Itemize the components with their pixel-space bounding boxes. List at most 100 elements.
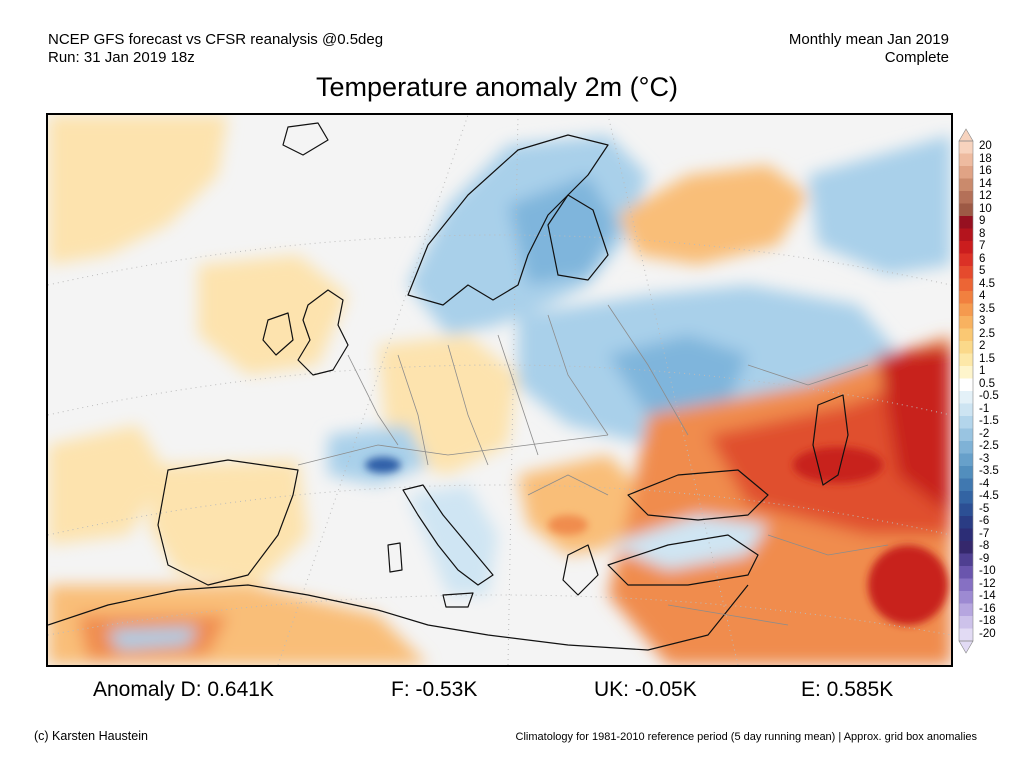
colorbar-cell [959, 353, 973, 367]
colorbar-cell [959, 603, 973, 617]
colorbar-cell [959, 203, 973, 217]
alps-cold-core [365, 457, 401, 473]
colorbar-label: 8 [979, 227, 986, 240]
colorbar-label: 4 [979, 290, 986, 302]
colorbar-cell [959, 578, 973, 592]
atlantic-warm-west [48, 115, 228, 265]
colorbar-label: -18 [979, 615, 996, 627]
colorbar-label: 1 [979, 365, 986, 377]
colorbar-label: -14 [979, 590, 996, 602]
colorbar-cell [959, 316, 973, 329]
colorbar-cell [959, 528, 973, 542]
colorbar-label: 2 [979, 340, 986, 352]
colorbar-upper-arrow [958, 128, 974, 142]
coastline-finland [547, 194, 609, 281]
colorbar-label: -5 [979, 502, 990, 515]
colorbar-cell [959, 541, 973, 554]
colorbar-cell [959, 391, 973, 404]
colorbar-cell [959, 303, 973, 317]
colorbar-label: -10 [979, 565, 996, 577]
atlantic-warm-mid [198, 255, 348, 375]
coastline-italy [402, 484, 494, 586]
border-line [297, 434, 609, 466]
border-line [767, 534, 889, 556]
finland-cold-core [508, 175, 618, 285]
coastline-ireland [262, 312, 294, 356]
kazakh-hot [878, 345, 951, 515]
colorbar-cell [959, 253, 973, 267]
colorbar-label: 3 [979, 315, 986, 327]
colorbar-label: 20 [979, 140, 992, 152]
colorbar-label: -4.5 [979, 490, 999, 502]
border-line [607, 304, 689, 436]
colorbar-labels: 20 18 16 14 12 10 9 8 7 6 5 4.5 4 3.5 3 2.5 2 1.5 1 0.5 -0.5… [979, 0, 1024, 768]
colorbar-cell [959, 228, 973, 242]
colorbar-label: -9 [979, 552, 990, 565]
colorbar-label: 1.5 [979, 352, 995, 365]
balkans-warm [518, 455, 648, 555]
colorbar-label: 4.5 [979, 277, 995, 290]
russia-warm-band [618, 165, 808, 265]
colorbar-cell [959, 516, 973, 529]
anomaly-shading [48, 115, 951, 665]
colorbar-label: 0.5 [979, 377, 995, 390]
coastline-iceland [282, 122, 329, 156]
colorbar-label: -1 [979, 402, 990, 415]
colorbar-label: 7 [979, 240, 986, 252]
stats-row: Anomaly D: 0.641K F: -0.53K UK: -0.05K E… [0, 678, 1024, 708]
graticule [48, 115, 951, 665]
colorbar-cell [959, 428, 973, 442]
colorbar-cell [959, 628, 973, 642]
colorbar-cell [959, 453, 973, 467]
colorbar-cell [959, 503, 973, 517]
colorbar-lower-arrow [958, 640, 974, 654]
colorbar-label: -3 [979, 452, 990, 465]
colorbar-cell [959, 153, 973, 167]
colorbar-label: 14 [979, 177, 992, 190]
colorbar-frame [958, 140, 974, 642]
colorbar-cell [959, 366, 973, 379]
border-line [447, 344, 489, 466]
colorbar-label: 3.5 [979, 302, 995, 315]
coastlines [48, 122, 849, 651]
anomaly-uk: UK: -0.05K [594, 678, 697, 701]
coastline-black-sea [627, 469, 769, 521]
coastline-iberia [157, 459, 299, 586]
coastline-sardinia [387, 542, 403, 573]
anomaly-france: F: -0.53K [391, 678, 478, 701]
graticule-line [607, 115, 739, 665]
colorbar-label: 2.5 [979, 327, 995, 340]
colorbar-label: 12 [979, 190, 992, 202]
anomaly-germany: Anomaly D: 0.641K [93, 678, 274, 701]
copyright-footer: (c) Karsten Haustein [34, 729, 148, 743]
status-label: Complete [884, 49, 949, 66]
colorbar-cell [959, 216, 973, 229]
coastline-caspian [812, 394, 849, 486]
colorbar-cell [959, 403, 973, 417]
climatology-footer: Climatology for 1981-2010 reference peri… [515, 731, 977, 743]
balkans-hot-spot [548, 515, 588, 535]
colorbar-cell [959, 178, 973, 192]
colorbar-cell [959, 441, 973, 454]
anomaly-england: E: 0.585K [801, 678, 894, 701]
iberia-warm [148, 460, 308, 585]
alps-cold [328, 425, 428, 485]
colorbar-label: 10 [979, 202, 992, 215]
colorbar-cell [959, 166, 973, 179]
border-line [497, 334, 539, 456]
border-line [667, 604, 789, 626]
ural-cold [808, 135, 951, 275]
colorbar-label: -8 [979, 540, 990, 552]
colorbar-cell [959, 278, 973, 292]
colorbar [958, 128, 974, 654]
colorbar-label: -3.5 [979, 465, 999, 477]
colorbar-label: -20 [979, 627, 996, 640]
colorbar-cell [959, 191, 973, 204]
colorbar-cell [959, 241, 973, 254]
country-borders [297, 304, 889, 626]
graticule-line [507, 115, 519, 665]
anomaly-map [48, 115, 951, 665]
colorbar-cell [959, 478, 973, 492]
border-line [747, 364, 869, 386]
header-left: NCEP GFS forecast vs CFSR reanalysis @0.… [48, 31, 383, 67]
